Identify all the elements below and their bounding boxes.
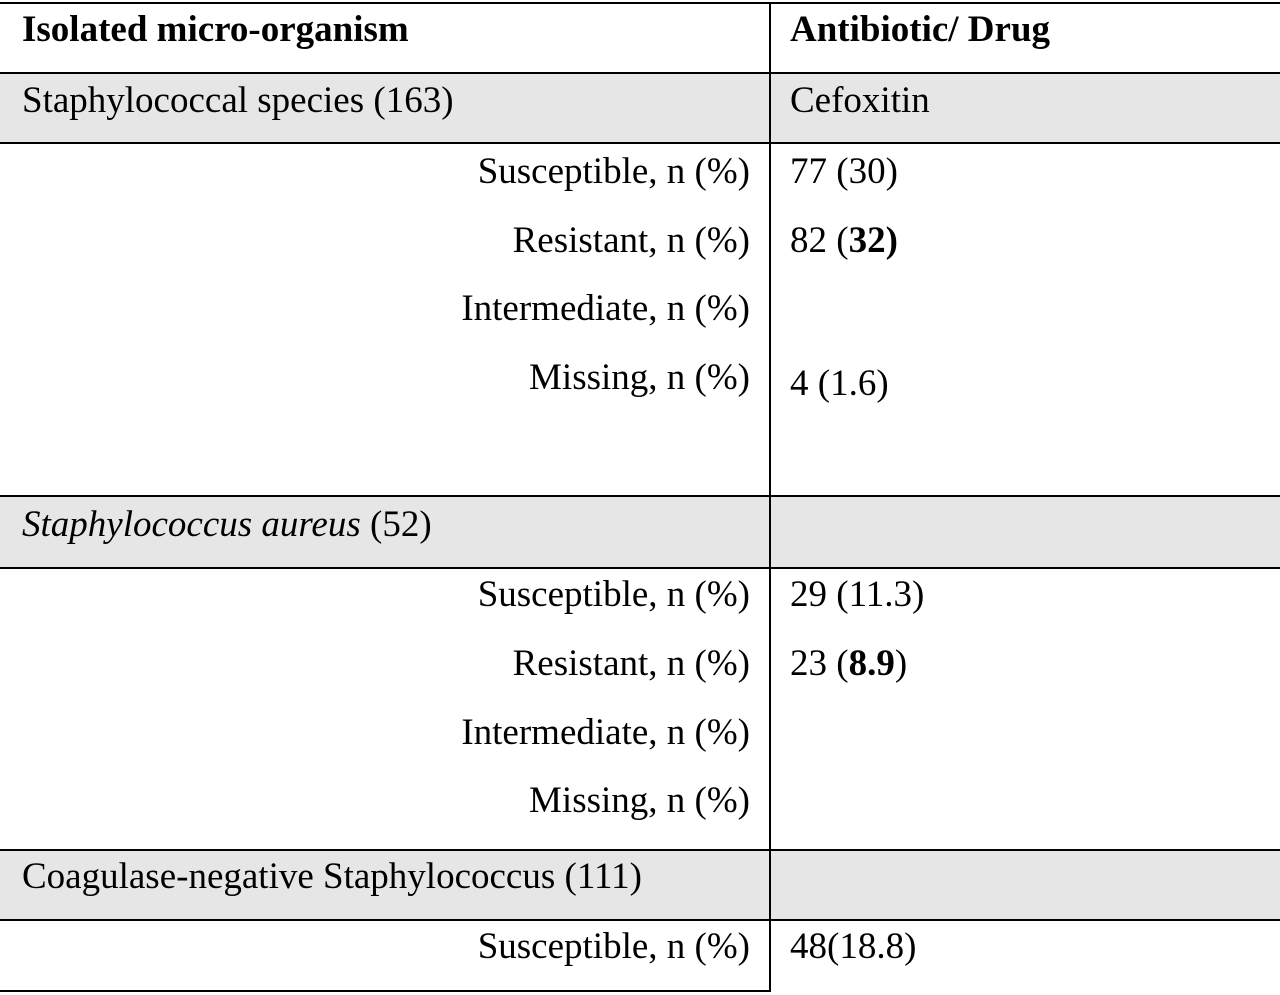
section-title-italic: Staphylococcus aureus <box>22 504 361 545</box>
rule-top <box>0 2 1280 4</box>
row-value: 77 (30) <box>790 151 898 192</box>
rule-section3-top <box>0 849 1280 851</box>
row-label: Resistant, n (%) <box>512 643 750 684</box>
row-label: Intermediate, n (%) <box>461 712 750 753</box>
section-band-coagulase <box>0 850 1280 920</box>
rule-section1-bottom <box>0 142 1280 144</box>
value-bold: 8.9 <box>848 643 895 684</box>
row-label: Resistant, n (%) <box>512 220 750 261</box>
section-title-rest: (52) <box>360 504 432 545</box>
rule-bottom <box>0 990 770 992</box>
row-label: Intermediate, n (%) <box>461 288 750 329</box>
row-value: 29 (11.3) <box>790 574 925 615</box>
header-col1: Isolated micro-organism <box>22 9 409 50</box>
section-title: Staphylococcus aureus (52) <box>22 503 432 547</box>
section-band-aureus <box>0 496 1280 567</box>
section-drug: Cefoxitin <box>790 80 930 121</box>
row-value: 48(18.8) <box>790 926 917 967</box>
column-divider <box>769 2 771 992</box>
row-label: Missing, n (%) <box>529 357 750 398</box>
header-col2: Antibiotic/ Drug <box>790 9 1051 50</box>
rule-section2-bottom <box>0 567 1280 569</box>
rule-header-bottom <box>0 72 1280 74</box>
row-value: 4 (1.6) <box>790 363 889 404</box>
value-prefix: 23 ( <box>790 643 849 684</box>
row-value: 82 (32) <box>790 219 898 263</box>
section-title: Staphylococcal species (163) <box>22 80 454 121</box>
row-value: 23 (8.9) <box>790 642 907 686</box>
value-suffix: ) <box>894 643 908 684</box>
section-band-staphylococcal <box>0 73 1280 142</box>
value-prefix: 82 ( <box>790 220 849 261</box>
value-bold: 32) <box>848 220 898 261</box>
rule-section2-top <box>0 495 1280 497</box>
row-label: Susceptible, n (%) <box>477 574 750 615</box>
section-title: Coagulase-negative Staphylococcus (111) <box>22 856 642 897</box>
row-label: Susceptible, n (%) <box>477 151 750 192</box>
row-label: Susceptible, n (%) <box>477 926 750 967</box>
rule-section3-bottom <box>0 919 1280 921</box>
row-label: Missing, n (%) <box>529 780 750 821</box>
